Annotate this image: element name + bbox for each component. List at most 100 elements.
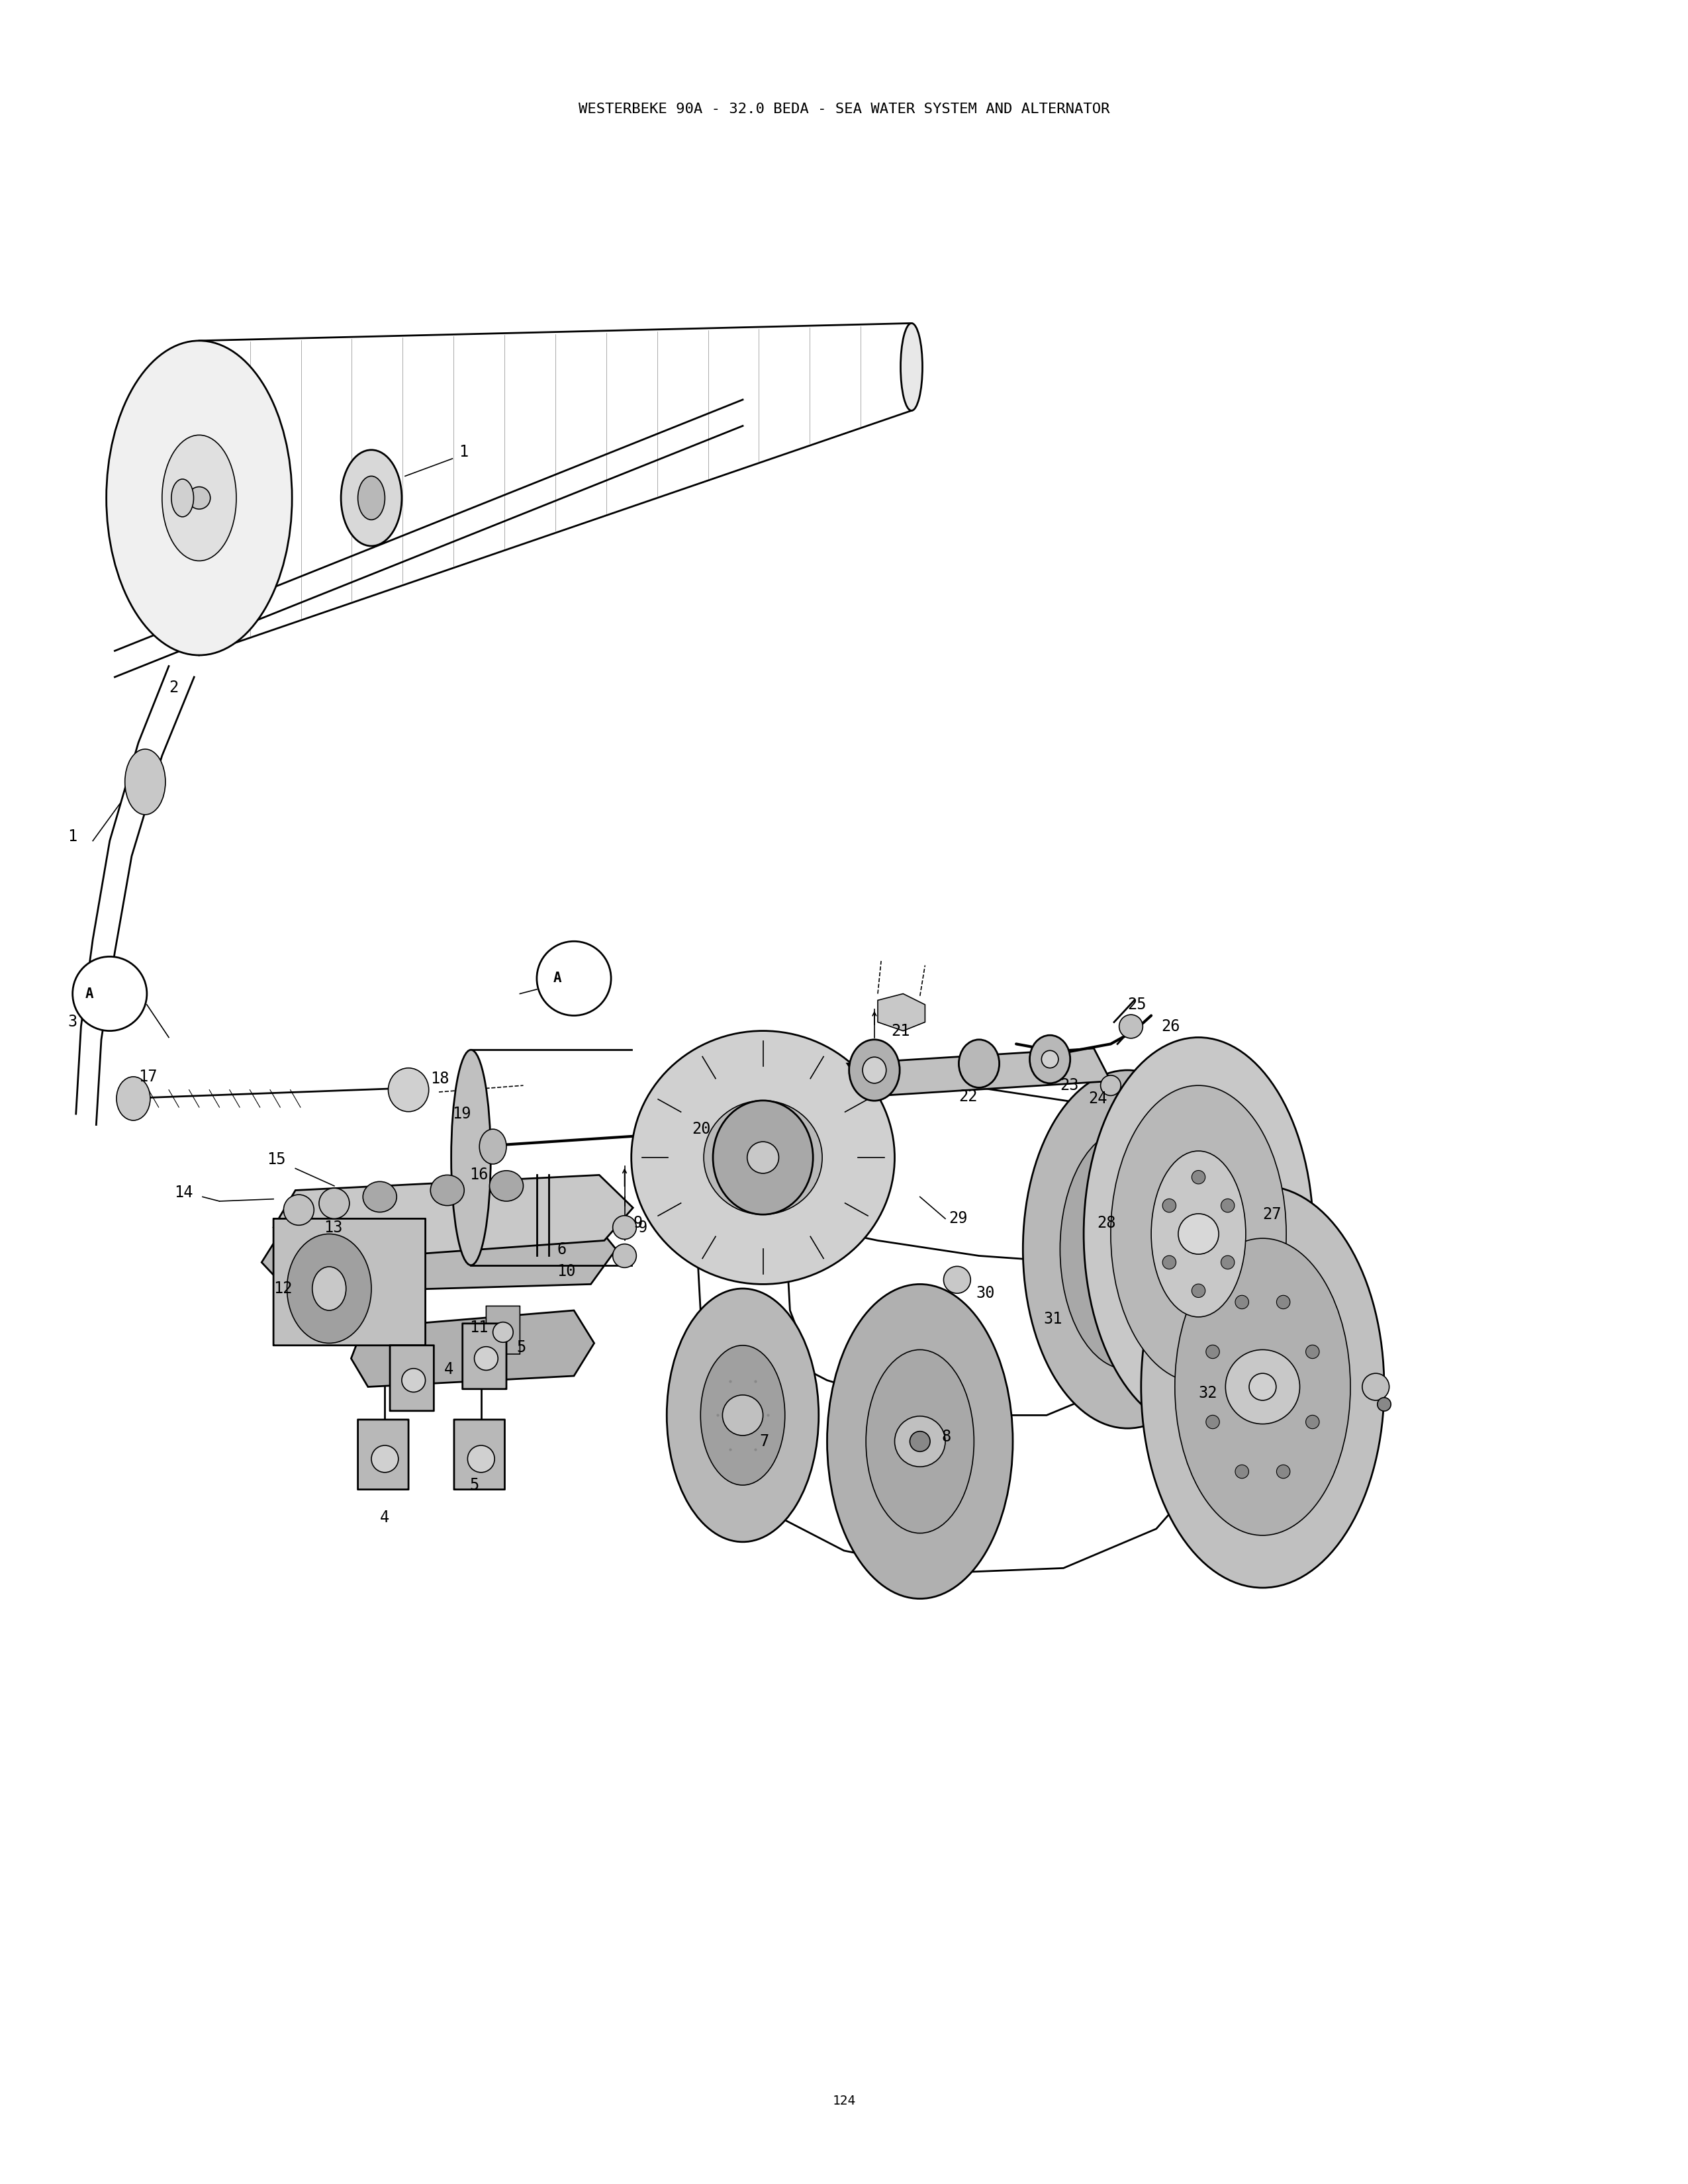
Text: WESTERBEKE 90A - 32.0 BEDA - SEA WATER SYSTEM AND ALTERNATOR: WESTERBEKE 90A - 32.0 BEDA - SEA WATER S… [579, 103, 1109, 116]
FancyBboxPatch shape [273, 1219, 425, 1345]
FancyBboxPatch shape [463, 1324, 506, 1389]
Text: 3: 3 [68, 1013, 78, 1031]
Text: 11: 11 [469, 1319, 488, 1337]
Ellipse shape [667, 1289, 819, 1542]
Ellipse shape [363, 1182, 397, 1212]
Circle shape [1249, 1374, 1276, 1400]
Ellipse shape [116, 1077, 150, 1120]
Text: 13: 13 [324, 1219, 343, 1236]
Circle shape [187, 487, 211, 509]
Text: 8: 8 [942, 1428, 952, 1446]
Ellipse shape [172, 478, 194, 518]
Text: 21: 21 [891, 1022, 910, 1040]
Ellipse shape [287, 1234, 371, 1343]
Ellipse shape [1151, 1151, 1246, 1317]
Ellipse shape [1175, 1238, 1350, 1535]
Polygon shape [847, 1048, 1111, 1096]
Text: 31: 31 [1043, 1310, 1062, 1328]
Ellipse shape [849, 1040, 900, 1101]
Ellipse shape [388, 1068, 429, 1112]
Text: 5: 5 [517, 1339, 527, 1356]
Text: 20: 20 [692, 1120, 711, 1138]
Circle shape [1163, 1199, 1177, 1212]
Circle shape [739, 1133, 787, 1182]
Circle shape [1377, 1398, 1391, 1411]
Ellipse shape [1041, 1051, 1058, 1068]
Ellipse shape [1023, 1070, 1232, 1428]
Ellipse shape [125, 749, 165, 815]
Circle shape [371, 1446, 398, 1472]
Circle shape [1276, 1465, 1290, 1479]
FancyBboxPatch shape [358, 1420, 408, 1489]
Circle shape [1225, 1350, 1300, 1424]
Circle shape [613, 1245, 636, 1267]
Text: 14: 14 [174, 1184, 192, 1201]
Ellipse shape [901, 323, 922, 411]
Text: 22: 22 [959, 1088, 977, 1105]
Text: 23: 23 [1060, 1077, 1079, 1094]
Circle shape [1276, 1295, 1290, 1308]
Circle shape [537, 941, 611, 1016]
Ellipse shape [863, 1057, 886, 1083]
Circle shape [402, 1369, 425, 1391]
Text: 124: 124 [832, 2094, 856, 2108]
Circle shape [493, 1321, 513, 1343]
Circle shape [1119, 1016, 1143, 1037]
Circle shape [1163, 1256, 1177, 1269]
Text: 4: 4 [380, 1509, 390, 1527]
Circle shape [1220, 1256, 1234, 1269]
Ellipse shape [866, 1350, 974, 1533]
Circle shape [468, 1446, 495, 1472]
FancyBboxPatch shape [486, 1306, 520, 1354]
Circle shape [474, 1348, 498, 1369]
Text: A: A [554, 972, 560, 985]
Ellipse shape [631, 1031, 895, 1284]
Circle shape [1101, 1075, 1121, 1096]
Circle shape [1307, 1415, 1320, 1428]
Polygon shape [273, 1175, 633, 1262]
Text: 5: 5 [469, 1476, 479, 1494]
Ellipse shape [1111, 1085, 1286, 1382]
Circle shape [1102, 1223, 1153, 1275]
Text: 9: 9 [638, 1219, 648, 1236]
Text: 1: 1 [459, 443, 469, 461]
Ellipse shape [319, 1188, 349, 1219]
Text: 27: 27 [1263, 1206, 1281, 1223]
Text: 28: 28 [1097, 1214, 1116, 1232]
Text: 29: 29 [949, 1210, 967, 1227]
Circle shape [1205, 1415, 1219, 1428]
Circle shape [1236, 1465, 1249, 1479]
Ellipse shape [1141, 1186, 1384, 1588]
Text: 16: 16 [469, 1166, 488, 1184]
Text: 15: 15 [267, 1151, 285, 1168]
Text: 32: 32 [1198, 1385, 1217, 1402]
Circle shape [895, 1415, 945, 1468]
Ellipse shape [106, 341, 292, 655]
Ellipse shape [1084, 1037, 1313, 1431]
Ellipse shape [341, 450, 402, 546]
Text: 26: 26 [1161, 1018, 1180, 1035]
FancyBboxPatch shape [390, 1345, 434, 1411]
Text: 25: 25 [1128, 996, 1146, 1013]
Ellipse shape [162, 435, 236, 561]
Ellipse shape [490, 1171, 523, 1201]
Text: 10: 10 [557, 1262, 576, 1280]
Text: 19: 19 [452, 1105, 471, 1123]
Ellipse shape [358, 476, 385, 520]
Ellipse shape [701, 1345, 785, 1485]
Ellipse shape [479, 1129, 506, 1164]
Ellipse shape [1060, 1129, 1195, 1369]
Ellipse shape [959, 1040, 999, 1088]
Circle shape [1192, 1171, 1205, 1184]
Text: 18: 18 [430, 1070, 449, 1088]
Text: 17: 17 [138, 1068, 157, 1085]
Circle shape [1220, 1199, 1234, 1212]
Circle shape [1236, 1295, 1249, 1308]
Circle shape [1192, 1284, 1205, 1297]
Ellipse shape [284, 1195, 314, 1225]
Text: 12: 12 [273, 1280, 292, 1297]
Ellipse shape [312, 1267, 346, 1310]
Text: 2: 2 [169, 679, 179, 697]
Circle shape [613, 1216, 636, 1238]
Ellipse shape [1030, 1035, 1070, 1083]
